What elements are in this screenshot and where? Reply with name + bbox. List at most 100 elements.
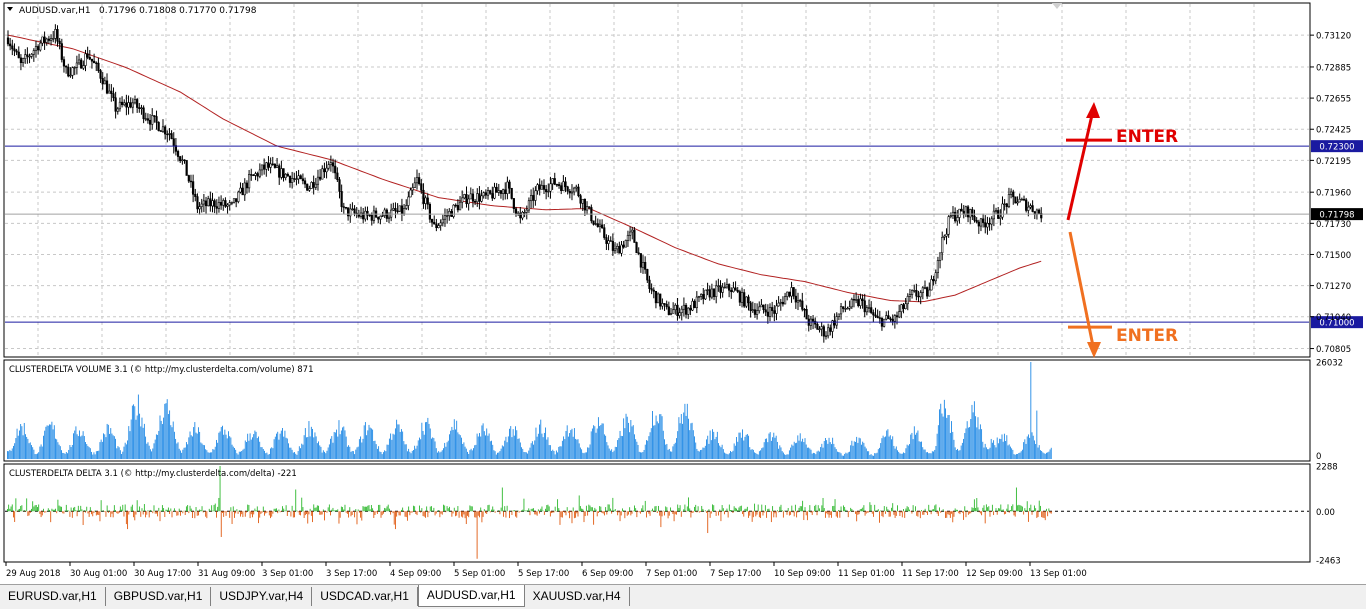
candle-body (91, 59, 93, 61)
delta-bar (393, 511, 394, 513)
delta-bar (562, 511, 563, 517)
enter-label-down: ENTER (1116, 326, 1178, 346)
delta-bar (461, 511, 462, 516)
delta-bar (122, 505, 123, 511)
delta-bar (970, 511, 971, 513)
chart-tab-0[interactable]: EURUSD.var,H1 (0, 587, 106, 606)
volume-bar (403, 441, 404, 459)
volume-bar (814, 453, 815, 459)
volume-bar (247, 434, 248, 459)
candle-body (46, 39, 48, 42)
volume-bar (389, 439, 390, 459)
volume-bar (304, 435, 305, 459)
chart-tab-3[interactable]: USDCAD.var,H1 (312, 587, 418, 606)
candle-body (229, 203, 231, 205)
delta-bar (599, 506, 600, 511)
volume-bar (632, 426, 633, 459)
delta-bar (976, 498, 977, 511)
volume-bar (349, 447, 350, 459)
delta-bar (886, 507, 887, 512)
chart-tab-1[interactable]: GBPUSD.var,H1 (106, 587, 212, 606)
delta-bar (979, 511, 980, 512)
candle-body (954, 212, 956, 221)
volume-bar (254, 431, 255, 459)
volume-bar (200, 442, 201, 459)
delta-bar (42, 511, 43, 515)
delta-bar (963, 511, 964, 520)
volume-bar (7, 451, 8, 459)
volume-bar (45, 427, 46, 459)
chart-tab-2[interactable]: USDJPY.var,H4 (211, 587, 312, 606)
volume-bar (878, 449, 879, 459)
volume-bar (696, 449, 697, 459)
delta-bar (339, 511, 340, 523)
chart-tab-4[interactable]: AUDUSD.var,H1 (418, 585, 525, 607)
delta-bar (623, 510, 624, 511)
delta-bar (829, 511, 830, 517)
volume-bar (302, 445, 303, 459)
volume-bar (839, 452, 840, 459)
volume-bar (390, 434, 391, 459)
volume-bar (626, 414, 627, 459)
delta-bar (17, 511, 18, 512)
volume-bar (854, 441, 855, 459)
candle-body (83, 66, 85, 69)
delta-bar (760, 511, 761, 518)
volume-bar (29, 443, 30, 459)
candle-body (263, 165, 265, 169)
candle-body (31, 54, 33, 56)
candle-body (797, 300, 799, 302)
volume-bar (102, 442, 103, 459)
volume-bar (149, 446, 150, 459)
delta-bar (621, 511, 622, 515)
delta-bar (901, 511, 902, 512)
delta-bar (892, 503, 893, 511)
delta-bar (478, 511, 479, 515)
volume-bar (921, 442, 922, 459)
volume-bar (674, 444, 675, 459)
delta-bar (997, 511, 998, 514)
volume-bar (755, 453, 756, 459)
volume-bar (234, 448, 235, 459)
volume-bar (169, 410, 170, 459)
volume-bar (644, 450, 645, 459)
volume-bar (342, 427, 343, 459)
candle-body (276, 166, 278, 168)
delta-bar (133, 511, 134, 517)
delta-bar (609, 505, 610, 512)
delta-bar (824, 508, 825, 511)
volume-bar (941, 414, 942, 459)
chart-tab-5[interactable]: XAUUSD.var,H4 (525, 587, 630, 606)
delta-bar (63, 511, 64, 513)
delta-bar (206, 511, 207, 518)
volume-bar (710, 431, 711, 459)
delta-bar (1039, 501, 1040, 512)
candle-body (65, 66, 67, 67)
volume-bar (222, 426, 223, 459)
volume-bar (103, 433, 104, 459)
delta-bar (536, 511, 537, 514)
volume-bar (313, 437, 314, 459)
volume-bar (441, 452, 442, 459)
delta-bar (660, 511, 661, 527)
volume-bar (806, 445, 807, 459)
volume-bar (726, 454, 727, 459)
volume-bar (1034, 440, 1035, 459)
candle-body (946, 234, 948, 236)
volume-bar (740, 433, 741, 459)
volume-bar (1008, 445, 1009, 459)
candle-body (698, 296, 700, 297)
volume-bar (85, 442, 86, 459)
candle-body (184, 160, 186, 161)
volume-bar (880, 443, 881, 459)
volume-bar (592, 428, 593, 459)
delta-bar (724, 511, 725, 514)
delta-bar (793, 511, 794, 512)
volume-bar (534, 440, 535, 459)
volume-bar (347, 447, 348, 459)
volume-bar (617, 440, 618, 459)
candle-body (582, 199, 584, 203)
volume-bar (845, 453, 846, 459)
volume-bar (581, 449, 582, 459)
